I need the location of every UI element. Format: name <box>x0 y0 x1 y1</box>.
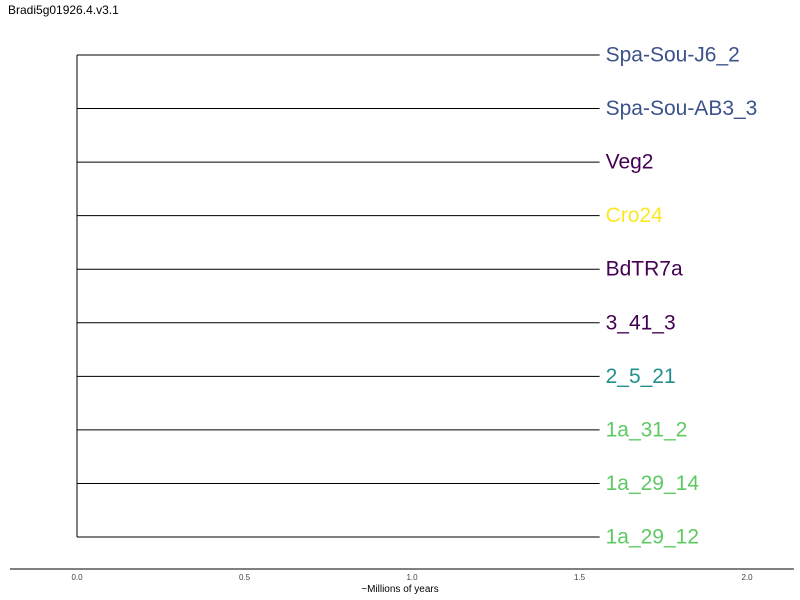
leaf-label: Spa-Sou-AB3_3 <box>606 97 758 120</box>
x-tick-label: 1.0 <box>406 573 418 582</box>
leaf-label: 2_5_21 <box>606 365 676 388</box>
x-tick-label: 2.0 <box>741 573 753 582</box>
x-tick-label: 0.0 <box>71 573 83 582</box>
branches-group <box>76 54 600 538</box>
leaf-label: BdTR7a <box>606 258 683 281</box>
leaf-label: 1a_31_2 <box>606 418 688 441</box>
x-tick-label: 0.5 <box>239 573 251 582</box>
figure-title: Bradi5g01926.4.v3.1 <box>8 3 119 17</box>
leaf-label: 1a_29_12 <box>606 526 699 549</box>
x-tick-label: 1.5 <box>574 573 586 582</box>
leaf-label: 1a_29_14 <box>606 472 700 495</box>
leaf-label: 3_41_3 <box>606 311 676 334</box>
leaf-label: Veg2 <box>606 151 654 174</box>
leaf-label: Cro24 <box>606 204 664 227</box>
x-axis-title: ~Millions of years <box>361 584 439 595</box>
leaf-label: Spa-Sou-J6_2 <box>606 44 740 67</box>
leaf-labels-group: Spa-Sou-J6_2 Spa-Sou-AB3_3 Veg2 Cro24 BdTR7a… <box>606 44 758 549</box>
x-axis: 0.0 0.5 1.0 1.5 2.0 ~Millions of years <box>10 568 794 595</box>
